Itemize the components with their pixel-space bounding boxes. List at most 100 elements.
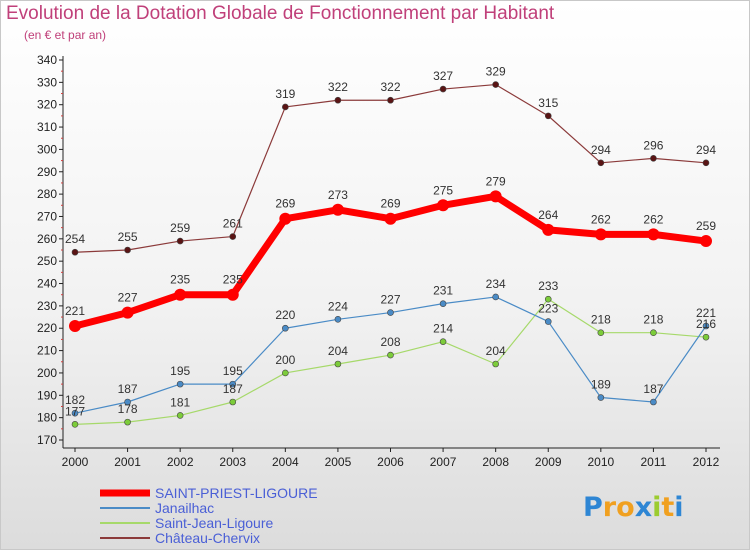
data-label: 187: [118, 382, 138, 396]
data-label: 259: [170, 221, 190, 235]
data-point: [174, 288, 187, 301]
series-saint-priest-ligoure: [69, 190, 712, 332]
chart-subtitle: (en € et par an): [24, 28, 107, 42]
data-point: [492, 360, 499, 368]
data-point: [69, 320, 81, 332]
data-label: 218: [643, 313, 663, 327]
y-tick-label: 180: [37, 411, 57, 425]
data-point: [334, 96, 342, 104]
data-label: 224: [328, 299, 348, 313]
data-point: [702, 322, 710, 330]
y-tick-label: 200: [37, 366, 57, 380]
data-point: [387, 309, 394, 316]
data-label: 187: [223, 382, 243, 396]
data-point: [229, 233, 237, 240]
data-point: [71, 409, 79, 417]
data-label: 200: [275, 353, 295, 367]
data-point: [647, 228, 660, 241]
data-point: [597, 159, 605, 167]
logo-letter: i: [674, 492, 683, 523]
logo-letter: t: [661, 492, 674, 523]
data-label: 279: [486, 174, 506, 188]
data-label: 319: [275, 87, 295, 101]
data-label: 214: [433, 322, 453, 336]
data-label: 269: [275, 197, 295, 211]
data-point: [282, 103, 289, 111]
data-point: [650, 398, 657, 406]
x-tick-label: 2005: [325, 455, 352, 469]
x-tick-label: 2008: [482, 455, 509, 469]
data-label: 204: [486, 344, 506, 358]
data-label: 264: [538, 208, 558, 222]
data-label: 182: [65, 393, 85, 407]
data-label: 255: [118, 230, 138, 244]
logo-letter: o: [616, 492, 635, 523]
y-tick-label: 230: [37, 299, 57, 313]
data-point: [282, 369, 289, 377]
legend: SAINT-PRIEST-LIGOUREJanailhacSaint-Jean-…: [100, 485, 318, 546]
y-tick-label: 210: [37, 344, 57, 358]
data-label: 231: [433, 284, 453, 298]
data-label: 294: [696, 143, 716, 157]
data-label: 221: [696, 306, 716, 320]
data-label: 233: [538, 279, 558, 293]
data-point: [492, 293, 499, 301]
legend-label: Château-Chervix: [155, 530, 260, 546]
legend-label: SAINT-PRIEST-LIGOURE: [155, 485, 318, 501]
x-tick-label: 2010: [587, 455, 614, 469]
y-tick-label: 270: [37, 209, 57, 223]
data-label: 208: [380, 335, 400, 349]
data-point: [439, 85, 447, 93]
data-label: 227: [380, 293, 400, 307]
data-point: [282, 324, 289, 332]
series-saint-jean-ligoure: [71, 295, 710, 428]
y-tick-label: 290: [37, 165, 57, 179]
data-point: [597, 329, 605, 337]
data-point: [597, 394, 605, 401]
data-point: [124, 418, 131, 426]
y-tick-label: 170: [37, 433, 57, 447]
data-label: 294: [591, 143, 611, 157]
data-point: [544, 112, 552, 120]
data-point: [387, 96, 394, 104]
data-label: 262: [591, 212, 611, 226]
data-label: 187: [643, 382, 663, 396]
data-point: [702, 333, 710, 341]
data-label: 220: [275, 308, 295, 322]
y-tick-label: 320: [37, 98, 57, 112]
data-point: [544, 318, 552, 325]
data-point: [176, 380, 184, 388]
data-label: 275: [433, 183, 453, 197]
data-point: [121, 306, 134, 319]
axes: 170 180 190 200 210 220 230 240 250 260 270 280 290 3…: [37, 53, 720, 469]
x-tick-label: 2011: [641, 455, 667, 469]
logo-letter: P: [583, 492, 603, 523]
data-label: 223: [538, 302, 558, 316]
data-label: 178: [118, 402, 138, 416]
data-label: 216: [696, 317, 716, 331]
data-point: [439, 338, 447, 345]
y-tick-label: 280: [37, 187, 57, 201]
data-point: [542, 223, 555, 236]
series-janailhac: [71, 293, 710, 417]
data-point: [650, 329, 657, 337]
data-point: [437, 199, 450, 212]
data-label: 234: [486, 277, 506, 291]
data-label: 177: [65, 404, 85, 418]
data-point: [384, 212, 397, 225]
logo-letter: r: [603, 492, 617, 523]
data-label: 235: [170, 273, 190, 287]
series-chateau-chervix: [71, 81, 710, 256]
y-tick-label: 330: [37, 75, 57, 89]
y-tick-label: 220: [37, 321, 57, 335]
x-tick-label: 2002: [167, 455, 194, 469]
data-point: [594, 228, 607, 241]
data-label: 195: [223, 364, 243, 378]
y-tick-label: 250: [37, 254, 57, 268]
y-tick-label: 260: [37, 232, 57, 246]
data-point: [229, 380, 237, 388]
data-label: 329: [486, 65, 506, 79]
legend-label: Saint-Jean-Ligoure: [155, 515, 274, 531]
x-tick-label: 2006: [377, 455, 404, 469]
